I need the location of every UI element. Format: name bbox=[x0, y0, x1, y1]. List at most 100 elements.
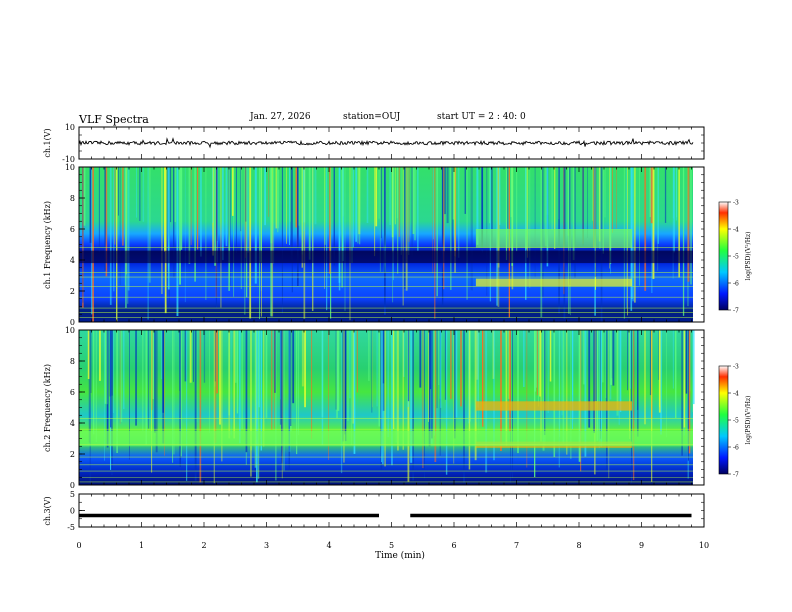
sferic-streak bbox=[214, 330, 216, 382]
sferic-streak bbox=[629, 330, 631, 389]
sferic-streak bbox=[329, 167, 331, 274]
sferic-streak bbox=[558, 330, 560, 468]
sferic-streak bbox=[228, 330, 230, 416]
sferic-streak bbox=[446, 167, 449, 224]
ch1-spectrogram-ylabel: ch.1 Frequency (kHz) bbox=[43, 201, 52, 289]
sferic-streak bbox=[244, 167, 246, 315]
sferic-streak bbox=[214, 330, 217, 443]
sferic-streak bbox=[391, 330, 393, 466]
sferic-streak bbox=[470, 167, 472, 291]
x-tick-label: 1 bbox=[139, 541, 144, 550]
sferic-streak bbox=[618, 330, 620, 425]
sferic-streak bbox=[113, 167, 115, 292]
y-tick-label: 0 bbox=[70, 507, 75, 516]
sferic-streak bbox=[474, 330, 477, 461]
sferic-streak bbox=[536, 330, 539, 396]
ch1-colorbar-label: log(PSD)(V²/Hz) bbox=[745, 232, 752, 281]
sferic-streak bbox=[184, 330, 187, 382]
sferic-streak bbox=[649, 167, 652, 218]
sferic-streak bbox=[493, 330, 495, 461]
sferic-streak bbox=[619, 330, 622, 412]
sferic-streak bbox=[280, 330, 281, 400]
sferic-streak bbox=[675, 167, 677, 221]
sferic-streak bbox=[145, 330, 147, 445]
sferic-streak bbox=[547, 330, 549, 414]
sferic-streak bbox=[491, 167, 493, 247]
sferic-streak bbox=[549, 330, 552, 382]
sferic-streak bbox=[441, 167, 444, 307]
sferic-streak bbox=[516, 167, 518, 252]
y-tick-label: -5 bbox=[67, 523, 75, 532]
sferic-streak bbox=[692, 330, 695, 405]
sferic-streak bbox=[181, 167, 183, 250]
sferic-streak bbox=[263, 330, 265, 447]
sferic-streak bbox=[554, 167, 556, 249]
sferic-streak bbox=[402, 330, 404, 450]
sferic-streak bbox=[247, 167, 249, 253]
sferic-streak bbox=[352, 167, 354, 248]
sferic-streak bbox=[434, 167, 436, 319]
ch2-colorbar: -3 -4 -5 -6 -7 log(PSD)(V²/Hz) bbox=[718, 364, 752, 479]
sferic-streak bbox=[217, 167, 218, 263]
sferic-streak bbox=[582, 167, 584, 246]
sferic-streak bbox=[666, 330, 667, 438]
sferic-streak bbox=[660, 330, 662, 435]
sferic-streak bbox=[245, 330, 248, 453]
sferic-streak bbox=[196, 330, 198, 423]
sferic-streak bbox=[539, 330, 541, 397]
colorbar-tick-label: -4 bbox=[733, 391, 739, 398]
sferic-streak bbox=[398, 167, 401, 237]
ch1-spectrogram-panel: 0 2 4 6 8 10 bbox=[65, 163, 705, 327]
sferic-streak bbox=[180, 330, 182, 457]
sferic-streak bbox=[249, 167, 252, 319]
sferic-streak bbox=[453, 330, 455, 464]
sferic-streak bbox=[551, 167, 554, 231]
sferic-streak bbox=[570, 330, 572, 459]
x-tick-label: 10 bbox=[699, 541, 709, 550]
sferic-streak bbox=[351, 330, 352, 445]
sferic-streak bbox=[627, 330, 628, 391]
sferic-streak bbox=[676, 167, 678, 218]
sferic-streak bbox=[517, 330, 519, 454]
sferic-streak bbox=[672, 330, 674, 389]
sferic-streak bbox=[587, 167, 588, 238]
sferic-streak bbox=[166, 167, 168, 305]
sferic-streak bbox=[216, 167, 218, 241]
sferic-streak bbox=[228, 330, 231, 439]
colorbar-tick-label: -7 bbox=[733, 472, 739, 479]
sferic-streak bbox=[104, 167, 106, 271]
sferic-streak bbox=[154, 330, 156, 433]
sferic-streak bbox=[235, 167, 237, 253]
sferic-streak bbox=[111, 330, 113, 396]
sferic-streak bbox=[424, 330, 425, 479]
sferic-streak bbox=[690, 167, 692, 285]
ch3-ylabel: ch.3(V) bbox=[43, 496, 52, 525]
sferic-streak bbox=[353, 330, 356, 454]
sferic-streak bbox=[542, 330, 545, 451]
sferic-streak bbox=[106, 330, 108, 405]
ch2-colorbar-label: log(PSD)(V²/Hz) bbox=[745, 396, 752, 445]
sferic-streak bbox=[407, 330, 410, 402]
sferic-streak bbox=[214, 167, 216, 266]
x-tick-label: 6 bbox=[451, 541, 456, 550]
sferic-streak bbox=[612, 330, 615, 386]
sferic-streak bbox=[281, 330, 283, 479]
sferic-streak bbox=[342, 330, 345, 442]
x-axis-label: Time (min) bbox=[375, 550, 425, 561]
sferic-streak bbox=[127, 167, 130, 291]
sferic-streak bbox=[148, 330, 150, 429]
sferic-streak bbox=[106, 330, 109, 448]
sferic-streak bbox=[529, 167, 531, 288]
sferic-streak bbox=[382, 330, 385, 384]
y-tick-label: 10 bbox=[65, 326, 75, 335]
sferic-streak bbox=[151, 330, 153, 473]
sferic-streak bbox=[197, 167, 199, 250]
sferic-streak bbox=[136, 167, 137, 218]
ch1-waveform-line bbox=[78, 137, 694, 149]
sferic-streak bbox=[650, 167, 653, 224]
sferic-streak bbox=[525, 167, 527, 250]
sferic-streak bbox=[173, 167, 175, 278]
sferic-streak bbox=[419, 330, 422, 388]
sferic-streak bbox=[428, 330, 429, 422]
sferic-streak bbox=[356, 330, 358, 393]
